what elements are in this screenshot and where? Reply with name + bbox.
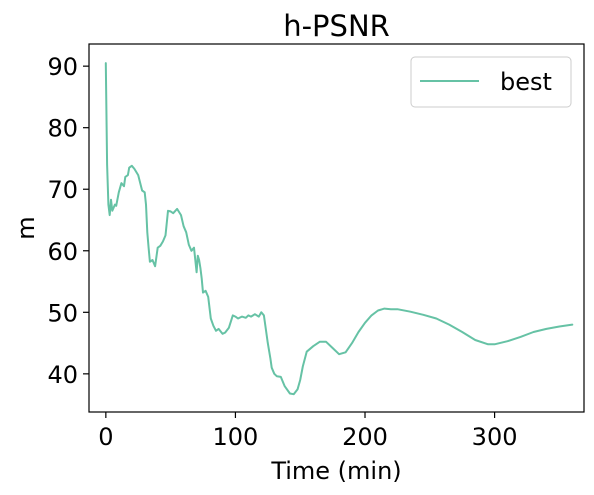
legend-label-best: best [500,68,552,96]
x-tick-label: 200 [342,423,388,451]
y-tick-label: 50 [47,299,78,327]
y-tick-label: 80 [47,115,78,143]
y-axis-label: m [12,216,40,239]
x-tick-label: 100 [213,423,259,451]
series-line-best [104,62,574,396]
chart-title: h-PSNR [283,9,390,43]
x-axis-label: Time (min) [270,457,401,485]
y-tick-label: 40 [47,361,78,389]
y-tick-label: 60 [47,238,78,266]
plot-area [104,62,574,396]
legend-box [410,56,572,108]
y-tick-label: 70 [47,176,78,204]
axes: 0 100 200 300 40 50 60 70 80 90 [47,43,585,451]
x-tick-label: 300 [472,423,518,451]
plot-frame [88,43,585,413]
legend: best [410,56,572,108]
y-tick-label: 90 [47,53,78,81]
x-tick-label: 0 [98,423,113,451]
